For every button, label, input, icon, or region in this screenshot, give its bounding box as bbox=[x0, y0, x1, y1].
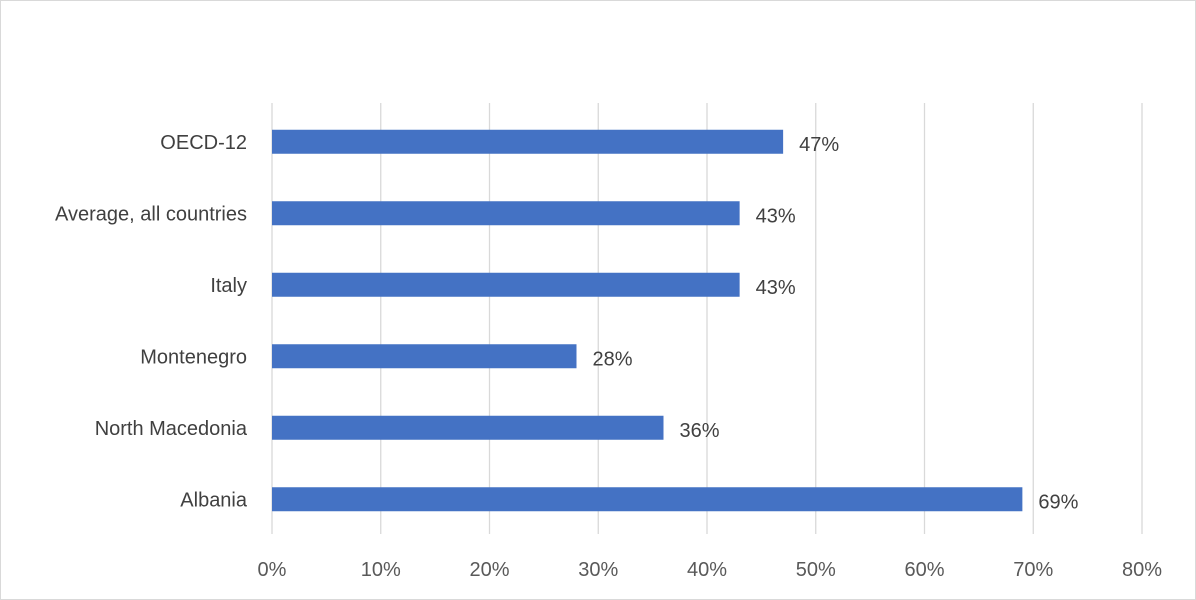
bar bbox=[272, 344, 577, 369]
data-label: 36% bbox=[680, 420, 720, 442]
bar bbox=[272, 487, 1023, 512]
category-label: Albania bbox=[180, 489, 248, 511]
data-label: 47% bbox=[799, 134, 839, 156]
data-label: 28% bbox=[593, 348, 633, 370]
bar bbox=[272, 201, 740, 226]
x-tick-label: 20% bbox=[469, 559, 509, 581]
category-label: Italy bbox=[210, 275, 247, 297]
x-tick-label: 70% bbox=[1013, 559, 1053, 581]
data-labels: 69% 36% 28% 43% 43% 47% bbox=[593, 134, 1079, 514]
tick-labels: 0% 10% 20% 30% 40% 50% 60% 70% 80% bbox=[258, 559, 1163, 581]
data-label: 43% bbox=[756, 277, 796, 299]
x-tick-label: 40% bbox=[687, 559, 727, 581]
bar bbox=[272, 129, 784, 154]
x-tick-label: 10% bbox=[361, 559, 401, 581]
bar bbox=[272, 272, 740, 297]
gridlines bbox=[271, 103, 1143, 534]
x-tick-label: 0% bbox=[258, 559, 287, 581]
x-tick-label: 30% bbox=[578, 559, 618, 581]
category-labels: Albania North Macedonia Montenegro Italy Ave… bbox=[55, 132, 248, 512]
x-tick-label: 50% bbox=[796, 559, 836, 581]
x-tick-label: 80% bbox=[1122, 559, 1162, 581]
data-label: 43% bbox=[756, 205, 796, 227]
category-label: OECD-12 bbox=[160, 132, 247, 154]
bar bbox=[272, 415, 664, 440]
category-label: Montenegro bbox=[140, 346, 247, 368]
data-label: 69% bbox=[1038, 491, 1078, 513]
x-tick-label: 60% bbox=[904, 559, 944, 581]
category-label: Average, all countries bbox=[55, 203, 247, 225]
category-label: North Macedonia bbox=[95, 418, 248, 440]
bars bbox=[272, 129, 1023, 512]
